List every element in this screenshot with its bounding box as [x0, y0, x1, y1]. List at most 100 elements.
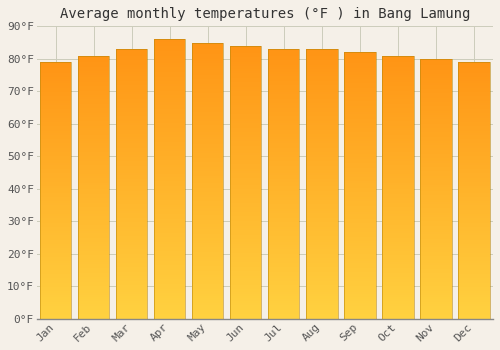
Bar	[154, 307, 186, 309]
Bar	[116, 132, 148, 134]
Bar	[306, 101, 338, 103]
Bar	[116, 233, 148, 236]
Bar	[154, 277, 186, 279]
Bar	[458, 233, 490, 236]
Bar	[458, 133, 490, 135]
Bar	[192, 298, 224, 300]
Bar	[230, 71, 262, 73]
Bar	[458, 246, 490, 248]
Bar	[382, 227, 414, 229]
Bar	[78, 198, 110, 201]
Bar	[40, 139, 72, 141]
Bar	[306, 240, 338, 243]
Bar	[268, 213, 300, 216]
Bar	[306, 126, 338, 128]
Bar	[192, 268, 224, 271]
Bar	[420, 260, 452, 262]
Bar	[268, 153, 300, 155]
Bar	[230, 46, 262, 319]
Bar	[192, 105, 224, 107]
Bar	[40, 315, 72, 317]
Bar	[116, 98, 148, 101]
Bar	[116, 247, 148, 249]
Bar	[306, 94, 338, 96]
Bar	[192, 43, 224, 45]
Bar	[192, 185, 224, 188]
Bar	[420, 254, 452, 256]
Bar	[40, 124, 72, 126]
Bar	[420, 83, 452, 85]
Bar	[40, 158, 72, 161]
Bar	[306, 150, 338, 153]
Bar	[78, 156, 110, 159]
Bar	[230, 52, 262, 55]
Bar	[40, 233, 72, 236]
Bar	[344, 303, 376, 306]
Bar	[458, 272, 490, 274]
Bar	[268, 251, 300, 254]
Bar	[78, 315, 110, 317]
Bar	[344, 128, 376, 130]
Bar	[116, 197, 148, 200]
Bar	[344, 210, 376, 212]
Bar	[344, 52, 376, 55]
Bar	[344, 266, 376, 268]
Bar	[154, 165, 186, 167]
Bar	[154, 198, 186, 200]
Bar	[40, 62, 72, 64]
Bar	[344, 248, 376, 250]
Bar	[268, 292, 300, 294]
Bar	[40, 161, 72, 163]
Bar	[268, 54, 300, 56]
Bar	[230, 235, 262, 237]
Bar	[40, 96, 72, 98]
Bar	[420, 161, 452, 163]
Bar	[154, 88, 186, 91]
Bar	[344, 170, 376, 172]
Bar	[78, 77, 110, 80]
Bar	[116, 243, 148, 245]
Bar	[306, 87, 338, 90]
Bar	[78, 181, 110, 183]
Bar	[40, 131, 72, 133]
Bar	[382, 310, 414, 312]
Bar	[420, 74, 452, 76]
Bar	[154, 279, 186, 282]
Bar	[116, 184, 148, 186]
Bar	[78, 165, 110, 167]
Bar	[268, 254, 300, 256]
Bar	[420, 252, 452, 254]
Bar	[154, 251, 186, 254]
Bar	[154, 60, 186, 63]
Bar	[78, 262, 110, 264]
Bar	[192, 266, 224, 268]
Bar	[230, 60, 262, 62]
Bar	[40, 152, 72, 154]
Bar	[40, 236, 72, 238]
Bar	[230, 207, 262, 210]
Bar	[306, 49, 338, 319]
Bar	[382, 271, 414, 273]
Bar	[382, 222, 414, 224]
Bar	[306, 155, 338, 157]
Bar	[192, 86, 224, 89]
Bar	[344, 288, 376, 290]
Bar	[230, 137, 262, 139]
Bar	[382, 170, 414, 172]
Bar	[192, 314, 224, 317]
Bar	[420, 310, 452, 313]
Bar	[192, 52, 224, 54]
Bar	[458, 274, 490, 276]
Bar	[78, 56, 110, 58]
Bar	[116, 209, 148, 211]
Bar	[154, 209, 186, 212]
Bar	[268, 173, 300, 175]
Bar	[40, 100, 72, 103]
Bar	[154, 247, 186, 249]
Bar	[268, 49, 300, 319]
Bar	[154, 128, 186, 130]
Bar	[306, 299, 338, 301]
Bar	[78, 146, 110, 148]
Bar	[382, 106, 414, 108]
Bar	[382, 58, 414, 60]
